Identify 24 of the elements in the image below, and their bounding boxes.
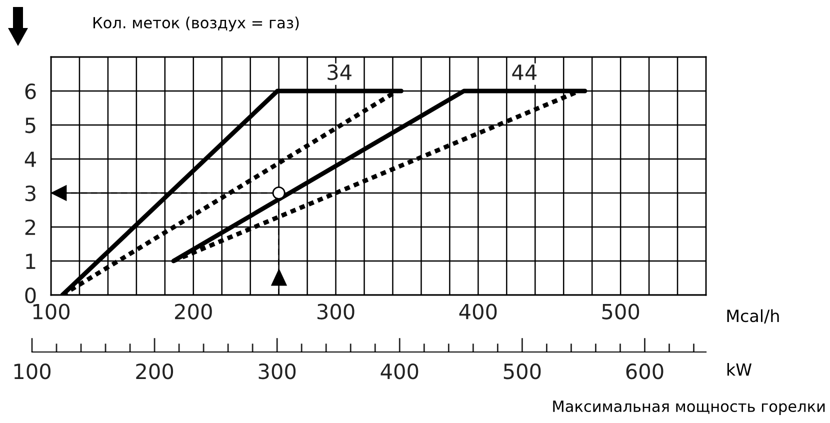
x2-tick-label: 600	[626, 363, 664, 380]
x2-tick-label: 500	[504, 363, 541, 380]
annotation: 34	[328, 64, 352, 80]
x-axis-title: Mcal/h	[727, 309, 779, 324]
x-tick-label: 400	[459, 304, 497, 320]
y-tick-label: 3	[25, 185, 36, 202]
x2-tick-label: 100	[14, 363, 50, 380]
y-tick-label: 5	[25, 118, 36, 134]
x-tick-label: 100	[33, 304, 70, 320]
x2-tick-label: 300	[258, 363, 296, 380]
y-tick-label: 6	[25, 83, 36, 100]
y-tick-label: 4	[24, 152, 36, 167]
x-tick-label: 300	[317, 304, 354, 320]
chart-title: Кол. меток (воздух = газ)	[94, 16, 299, 32]
text: Максимальная мощность горелки	[553, 400, 825, 415]
x2-tick-label: 400	[380, 363, 418, 380]
x-tick-label: 200	[175, 304, 212, 320]
y-tick-label: 1	[26, 254, 36, 269]
annotation: 44	[512, 64, 537, 80]
x2-tick-label: 200	[136, 363, 174, 380]
y-tick-label: 2	[25, 219, 36, 235]
x-tick-label: 500	[602, 304, 640, 320]
x2-axis-title: kW	[727, 363, 752, 376]
y-tick-label: 0	[25, 287, 36, 304]
